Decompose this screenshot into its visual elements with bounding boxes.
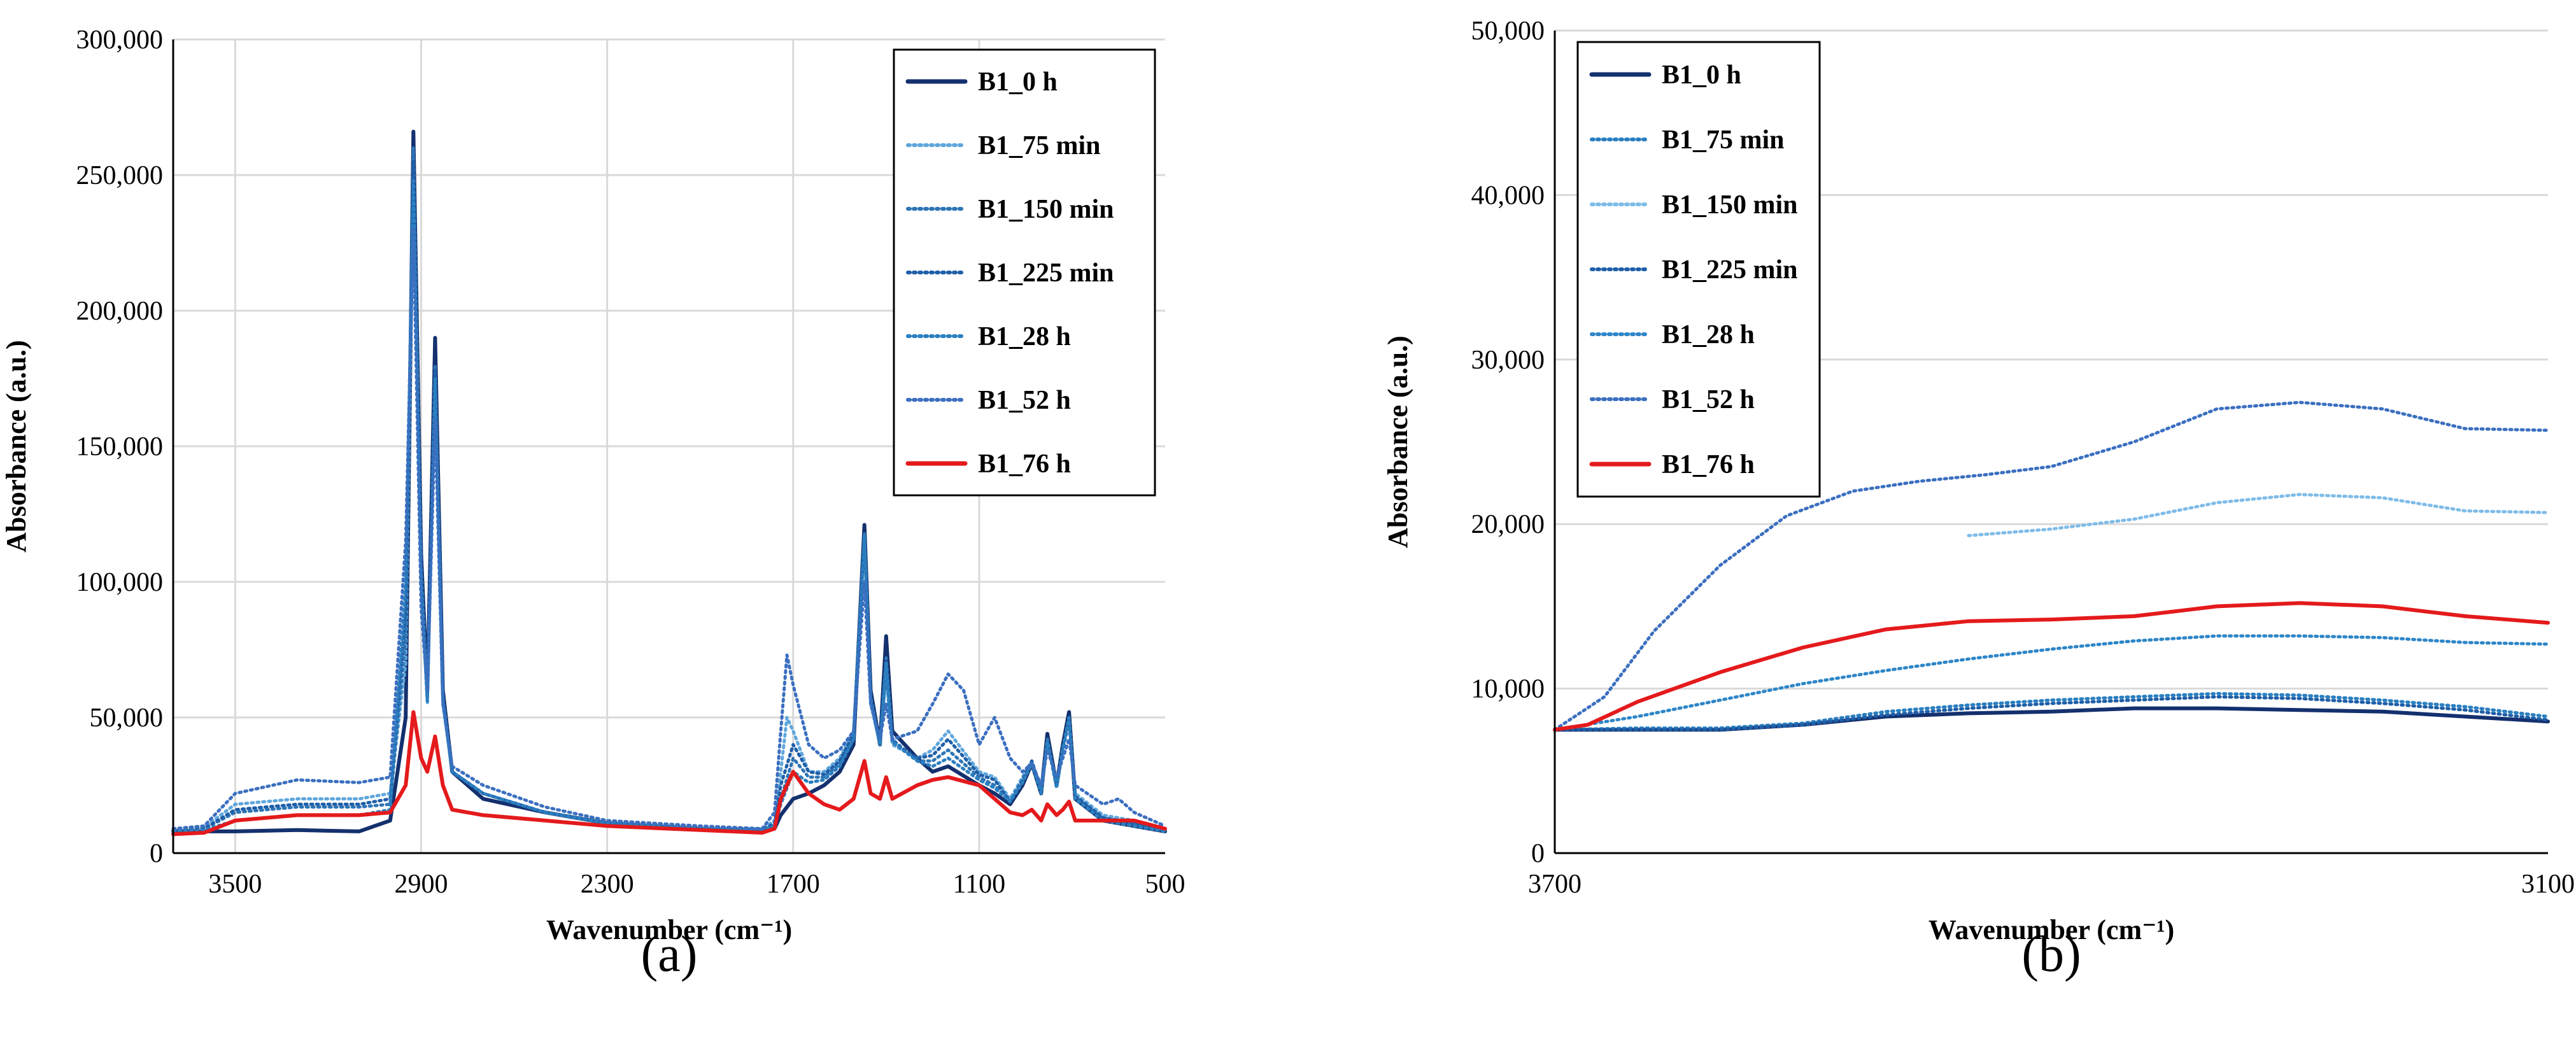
x-tick-label: 1700 xyxy=(767,870,820,899)
y-tick-label: 200,000 xyxy=(76,297,164,326)
series-line-b1-150-min xyxy=(1967,493,2550,537)
y-tick-label: 20,000 xyxy=(1471,510,1545,539)
legend-label: B1_150 min xyxy=(978,195,1114,224)
legend-label: B1_28 h xyxy=(1662,320,1755,350)
panel-label: (b) xyxy=(2021,926,2081,982)
legend-label: B1_52 h xyxy=(978,386,1071,415)
y-axis-label: Absorbance (a.u.) xyxy=(1382,336,1413,548)
y-tick-label: 150,000 xyxy=(76,432,164,462)
legend-label: B1_225 min xyxy=(1662,255,1798,285)
x-tick-label: 2900 xyxy=(395,870,448,899)
legend-label: B1_28 h xyxy=(978,322,1071,351)
series-line-b1-75-min xyxy=(1553,691,2550,732)
x-tick-label: 1100 xyxy=(953,870,1005,899)
legend-label: B1_225 min xyxy=(978,258,1114,288)
legend-label: B1_0 h xyxy=(1662,60,1741,90)
legend-label: B1_150 min xyxy=(1662,190,1798,220)
y-tick-label: 300,000 xyxy=(76,25,164,55)
legend-label: B1_52 h xyxy=(1662,385,1755,414)
y-axis-label: Absorbance (a.u.) xyxy=(1,340,32,553)
x-tick-label: 500 xyxy=(1145,870,1185,899)
x-tick-label: 3500 xyxy=(208,870,262,899)
series-line-b1-52-h xyxy=(171,227,1167,831)
series-line-b1-52-h xyxy=(1553,400,2550,732)
y-tick-label: 50,000 xyxy=(90,703,164,733)
x-tick-label: 3700 xyxy=(1528,870,1582,899)
legend-label: B1_75 min xyxy=(978,131,1101,160)
legend-label: B1_75 min xyxy=(1662,125,1785,155)
series-line-b1-76-h xyxy=(1553,601,2550,732)
x-tick-label: 3100 xyxy=(2521,870,2575,899)
chart-b: 0 10,000 20,000 30,000 40,000 50,000 3700 3100 W… xyxy=(1382,17,2575,982)
x-tick-label: 2300 xyxy=(581,870,634,899)
y-tick-label: 0 xyxy=(150,839,163,868)
panel-label: (a) xyxy=(641,926,698,982)
y-tick-label: 40,000 xyxy=(1471,181,1545,210)
y-tick-label: 0 xyxy=(1531,839,1545,868)
legend-label: B1_76 h xyxy=(1662,450,1755,479)
y-tick-label: 250,000 xyxy=(76,161,164,190)
chart-a: 0 50,000 100,000 150,000 200,000 250,000 300,0… xyxy=(1,25,1185,982)
legend-label: B1_0 h xyxy=(978,67,1058,97)
x-axis-label: Wavenumber (cm⁻¹) xyxy=(1928,914,2174,945)
x-axis-label: Wavenumber (cm⁻¹) xyxy=(546,914,792,945)
y-tick-label: 100,000 xyxy=(76,568,164,597)
series-line-b1-76-h xyxy=(171,710,1167,837)
series-line-b1-225-min xyxy=(1553,695,2550,732)
series-line-b1-28-h xyxy=(1553,634,2550,732)
y-tick-label: 30,000 xyxy=(1471,346,1545,375)
legend-label: B1_76 h xyxy=(978,449,1071,479)
y-tick-label: 50,000 xyxy=(1471,17,1545,46)
y-tick-label: 10,000 xyxy=(1471,675,1545,704)
